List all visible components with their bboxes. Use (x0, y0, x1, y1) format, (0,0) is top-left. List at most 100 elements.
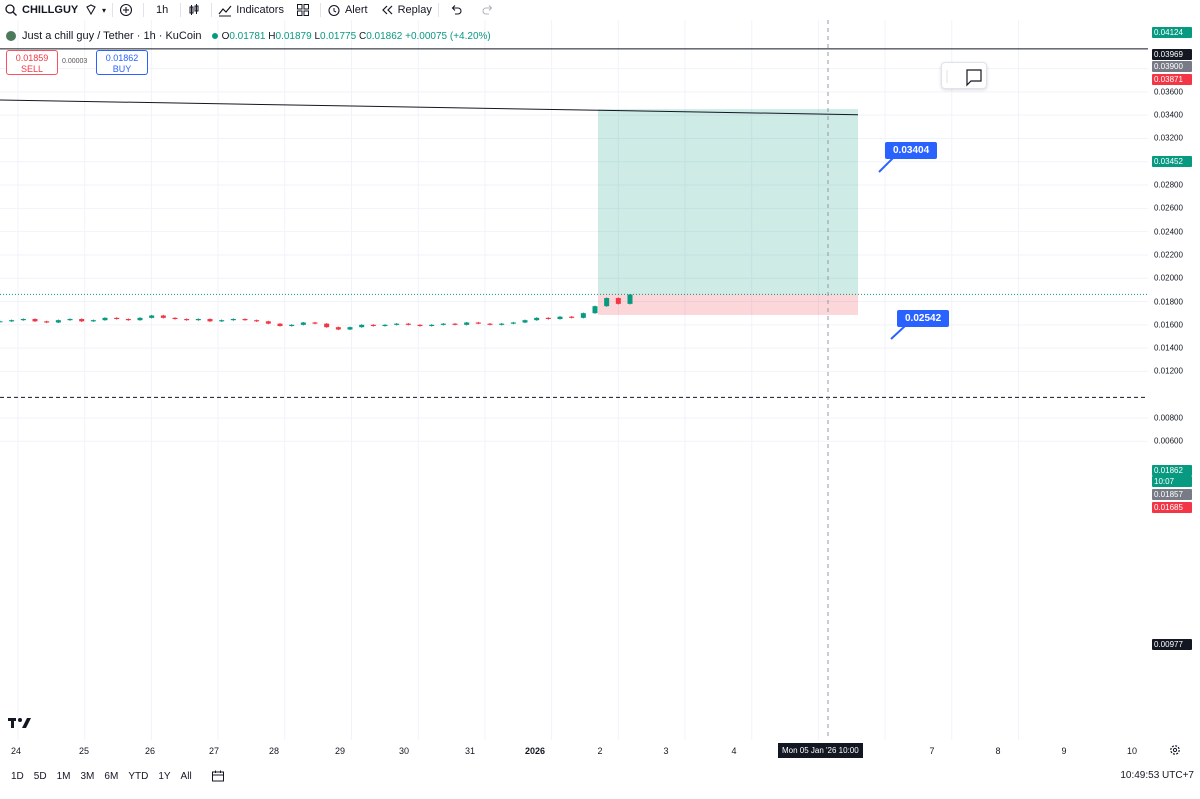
candle (405, 323, 411, 325)
candle (534, 317, 540, 321)
price-axis-tag: 0.00977 (1152, 639, 1192, 650)
crosshair-time-label: Mon 05 Jan '26 10:00 (778, 743, 863, 758)
candle (219, 320, 225, 322)
range-button-1d[interactable]: 1D (11, 770, 24, 782)
price-axis-tag: 0.01857 (1152, 489, 1192, 500)
interval-button[interactable]: 1h (144, 0, 180, 20)
price-axis-tag: 0.04124 (1152, 27, 1192, 38)
calendar-icon[interactable] (211, 769, 225, 783)
alarm-clock-icon (327, 3, 341, 17)
divider (211, 3, 213, 17)
sell-label: SELL (20, 64, 44, 74)
bottom-toolbar: 1D 5D 1M 3M 6M YTD 1Y All 10:49:53 UTC+7 (0, 764, 1200, 788)
price-tick-label: 0.01600 (1154, 320, 1183, 330)
chart-type-button[interactable] (181, 0, 211, 20)
candle (90, 320, 96, 322)
alert-label: Alert (344, 4, 368, 16)
price-tick-label: 0.02400 (1154, 227, 1183, 237)
undo-icon (449, 3, 463, 17)
buy-label: BUY (112, 64, 132, 74)
candle (487, 323, 493, 325)
candle (55, 320, 61, 323)
alert-button[interactable]: Alert (321, 0, 374, 20)
candle (172, 317, 178, 320)
clock[interactable]: 10:49:53 UTC+7 (1120, 770, 1194, 781)
candle (32, 319, 38, 322)
profit-zone (598, 109, 858, 295)
divider (112, 3, 114, 17)
change-value: +0.00075 (+4.20%) (405, 30, 491, 42)
price-tick-label: 0.03400 (1154, 110, 1183, 120)
price-label-upper[interactable]: 0.03404 (885, 142, 938, 159)
buy-button[interactable]: 0.01862 BUY (96, 50, 148, 75)
price-axis-tag: 0.01862 (1152, 465, 1192, 476)
chart-pane[interactable] (0, 20, 1200, 740)
time-tick-label: 28 (268, 746, 280, 756)
candle (254, 320, 260, 322)
symbol-search[interactable]: CHILLGUYU (0, 0, 78, 20)
candle (160, 315, 166, 318)
candle (9, 320, 15, 322)
trendline (0, 99, 859, 116)
replay-button[interactable]: Replay (374, 0, 438, 20)
price-label-middle[interactable]: 0.02542 (897, 310, 950, 327)
high-label: H (268, 30, 276, 42)
undo-button[interactable] (439, 0, 477, 20)
candle (545, 317, 551, 320)
comment-icon (946, 69, 982, 87)
time-tick-label: 2 (597, 746, 603, 756)
top-toolbar: CHILLGUYU ▾ 1h Indicators (0, 0, 1200, 20)
candle (627, 294, 633, 304)
candle (359, 324, 365, 328)
time-tick-label: 31 (464, 746, 476, 756)
range-button-5d[interactable]: 5D (33, 770, 47, 782)
candle (230, 319, 236, 321)
high-value: 0.01879 (275, 30, 312, 42)
low-value: 0.01775 (320, 30, 357, 42)
indicators-icon (218, 3, 232, 17)
time-tick-label: 27 (208, 746, 220, 756)
open-value: 0.01781 (229, 30, 266, 42)
candle (289, 324, 295, 326)
indicators-label: Indicators (236, 4, 284, 16)
price-tick-label: 0.01800 (1154, 297, 1183, 307)
candle (335, 327, 341, 330)
time-axis[interactable]: 24 25 26 27 28 29 30 31 2026 2 3 4 7 8 9 10 Mon 05 Jan … (0, 740, 1200, 760)
symbol-options-button[interactable]: ▾ (78, 0, 112, 20)
range-button-1m[interactable]: 1M (56, 770, 71, 782)
layouts-button[interactable] (290, 0, 320, 20)
comment-button[interactable] (941, 62, 987, 89)
indicators-button[interactable]: Indicators (212, 0, 290, 20)
price-tick-label: 0.00600 (1154, 436, 1183, 446)
range-button-1y[interactable]: 1Y (158, 770, 171, 782)
rewind-icon (380, 3, 394, 17)
candle (440, 323, 446, 325)
sell-button[interactable]: 0.01859 SELL (6, 50, 58, 75)
legend-ohlc: O0.01781 H0.01879 L0.01775 C0.01862 +0.0… (222, 31, 491, 42)
stop-zone (598, 294, 858, 315)
candle (510, 322, 516, 324)
candle (102, 317, 108, 321)
candles-icon (187, 3, 201, 17)
gear-icon[interactable] (1169, 744, 1181, 756)
candle (79, 319, 85, 322)
callout-pointer-upper (878, 157, 894, 173)
range-button-6m[interactable]: 6M (104, 770, 119, 782)
candle (44, 321, 50, 323)
candle (464, 322, 470, 325)
range-button-all[interactable]: All (180, 770, 192, 782)
candle (195, 319, 201, 321)
redo-button[interactable] (477, 0, 503, 20)
candle (604, 298, 610, 307)
price-chart[interactable] (0, 20, 1200, 740)
market-status-icon (211, 33, 218, 39)
range-button-3m[interactable]: 3M (80, 770, 95, 782)
candle (207, 319, 213, 322)
compare-symbol-button[interactable] (113, 0, 143, 20)
spread-value: 0.00003 (62, 58, 88, 65)
price-tick-label: 0.02800 (1154, 180, 1183, 190)
low-label: L (314, 30, 321, 42)
candle (475, 322, 481, 324)
range-button-ytd[interactable]: YTD (128, 770, 149, 782)
plus-circle-icon (119, 3, 133, 17)
